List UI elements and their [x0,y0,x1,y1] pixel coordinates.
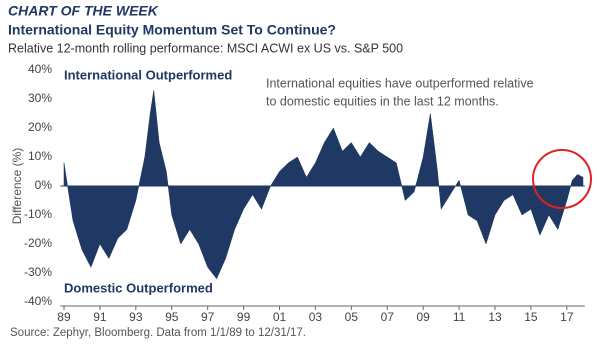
x-tick-label: 17 [560,310,574,324]
x-tick-label: 13 [488,310,502,324]
x-tick-label: 97 [201,310,215,324]
x-tick-label: 95 [165,310,179,324]
y-tick-label: -30% [24,265,52,279]
annotation: International Outperformed [64,67,232,82]
y-tick-label: 10% [28,149,52,163]
x-tick-label: 05 [345,310,359,324]
x-tick-label: 09 [416,310,430,324]
x-tick-label: 11 [453,310,466,324]
x-tick-label: 01 [273,310,287,324]
annotation: to domestic equities in the last 12 mont… [266,94,499,108]
y-tick-label: -10% [24,207,52,221]
x-tick-label: 07 [381,310,395,324]
y-tick-label: -20% [24,236,52,250]
y-tick-label: -40% [24,294,52,308]
y-tick-label: 40% [28,62,52,76]
y-tick-label: 30% [28,91,52,105]
annotation: Domestic Outperformed [64,280,213,295]
chart-title: International Equity Momentum Set To Con… [8,22,336,38]
x-tick-label: 89 [57,310,71,324]
source: Source: Zephyr, Bloomberg. Data from 1/1… [10,327,306,339]
y-tick-label: 0% [35,178,53,192]
y-tick-label: 20% [28,120,52,134]
y-axis-label: Difference (%) [10,148,24,224]
highlight-circle [532,149,592,209]
subtitle: Relative 12-month rolling performance: M… [8,41,403,55]
x-tick-label: 15 [524,310,538,324]
area [63,90,584,280]
x-tick-label: 99 [237,310,251,324]
x-tick-label: 93 [129,310,143,324]
annotation: International equities have outperformed… [266,76,534,90]
x-tick-label: 03 [309,310,323,324]
header: CHART OF THE WEEK [8,3,159,19]
x-tick-label: 91 [93,310,107,324]
